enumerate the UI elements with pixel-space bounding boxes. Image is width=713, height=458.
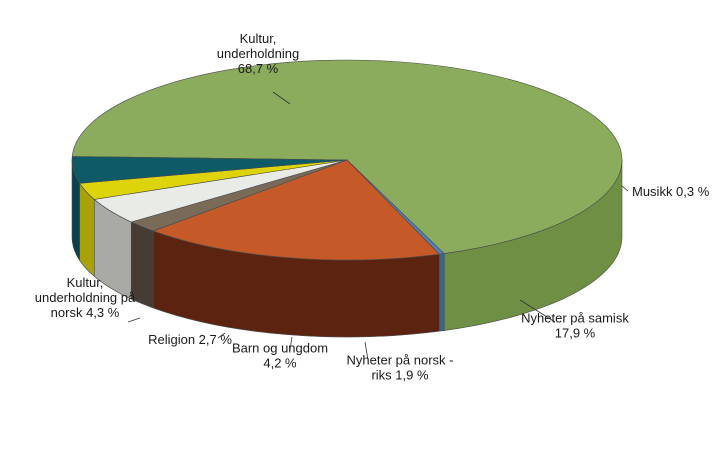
label-religion: Religion 2,7 %: [148, 332, 232, 347]
slice-kultur-underholdning: [71, 59, 623, 254]
label-nyheter-pa-norsk-riks: Nyheter på norsk -riks 1,9 %: [347, 353, 454, 383]
label-line: Musikk 0,3 %: [632, 184, 710, 199]
label-line: Kultur,: [67, 275, 104, 290]
leader-kultur-underholdning: [272, 91, 291, 105]
label-line: 17,9 %: [555, 326, 596, 341]
leader-religion: [217, 332, 226, 339]
label-line: 68,7 %: [238, 61, 279, 76]
leader-barn-og-ungdom: [289, 336, 293, 351]
label-kultur-underholdning-pa-norsk: Kultur, underholdning på norsk 4,3 %: [35, 275, 136, 320]
pie-sides: [71, 159, 623, 338]
label-line: Nyheter på norsk -: [347, 353, 454, 368]
side-musikk: [438, 253, 445, 332]
leader-kultur-underholdning-pa-norsk: [127, 317, 141, 323]
leader-lines: [127, 91, 629, 361]
slice-labels: Kultur, underholdning 68,7 %Musikk 0,3 %Ny…: [35, 31, 710, 383]
leader-nyheter-pa-samisk: [519, 299, 556, 323]
pie-tops: [71, 59, 623, 261]
label-line: norsk 4,3 %: [51, 305, 120, 320]
label-musikk: Musikk 0,3 %: [632, 184, 710, 199]
leader-nyheter-pa-norsk-riks: [364, 341, 369, 361]
label-line: Kultur,: [240, 31, 277, 46]
label-line: Nyheter på samisk: [521, 311, 629, 326]
label-line: Barn og ungdom: [232, 341, 328, 356]
leader-musikk: [621, 185, 629, 192]
label-line: riks 1,9 %: [371, 368, 429, 383]
label-kultur-underholdning: Kultur, underholdning 68,7 %: [217, 31, 299, 76]
label-line: underholdning på: [35, 290, 136, 305]
label-barn-og-ungdom: Barn og ungdom 4,2 %: [232, 341, 328, 371]
label-nyheter-pa-samisk: Nyheter på samisk 17,9 %: [521, 311, 629, 341]
label-line: Religion 2,7 %: [148, 332, 232, 347]
label-line: 4,2 %: [263, 356, 297, 371]
label-line: underholdning: [217, 46, 299, 61]
slice-nyheter-pa-samisk: [152, 159, 440, 261]
slice-kultur-underholdning-pa-norsk: [71, 156, 348, 184]
